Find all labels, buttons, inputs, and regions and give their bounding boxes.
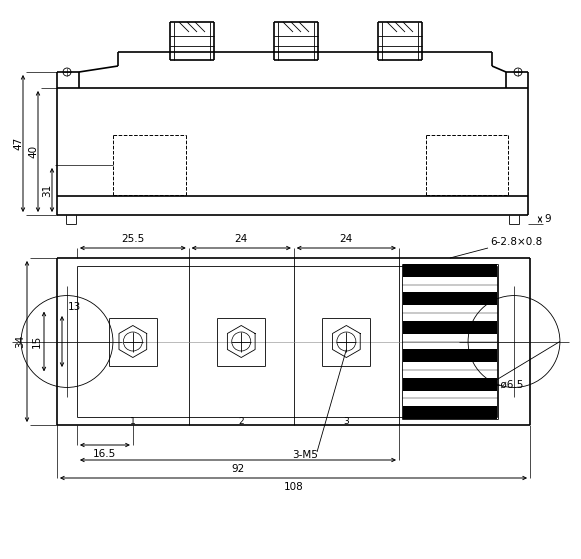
Text: 40: 40 xyxy=(28,144,38,158)
Text: 3-M5: 3-M5 xyxy=(292,450,318,460)
Bar xyxy=(403,349,497,362)
Text: 24: 24 xyxy=(340,234,353,244)
Text: 92: 92 xyxy=(231,464,245,474)
Text: 3: 3 xyxy=(343,416,349,425)
Bar xyxy=(403,292,497,305)
Text: 25.5: 25.5 xyxy=(121,234,145,244)
Text: 13: 13 xyxy=(67,302,81,312)
Bar xyxy=(403,264,497,277)
Text: 31: 31 xyxy=(42,183,52,197)
Text: 34: 34 xyxy=(15,335,25,348)
Bar xyxy=(403,378,497,391)
Text: 6-2.8×0.8: 6-2.8×0.8 xyxy=(490,237,542,247)
Text: 1: 1 xyxy=(130,416,136,425)
Text: 15: 15 xyxy=(32,335,42,348)
Text: 2-ø6.5: 2-ø6.5 xyxy=(490,380,523,390)
Text: 24: 24 xyxy=(235,234,248,244)
Text: 47: 47 xyxy=(13,136,23,150)
Text: 2: 2 xyxy=(238,416,244,425)
Bar xyxy=(403,321,497,334)
Text: 9: 9 xyxy=(545,214,551,224)
Text: 16.5: 16.5 xyxy=(94,449,117,459)
Bar xyxy=(403,406,497,419)
Text: 108: 108 xyxy=(284,482,303,492)
